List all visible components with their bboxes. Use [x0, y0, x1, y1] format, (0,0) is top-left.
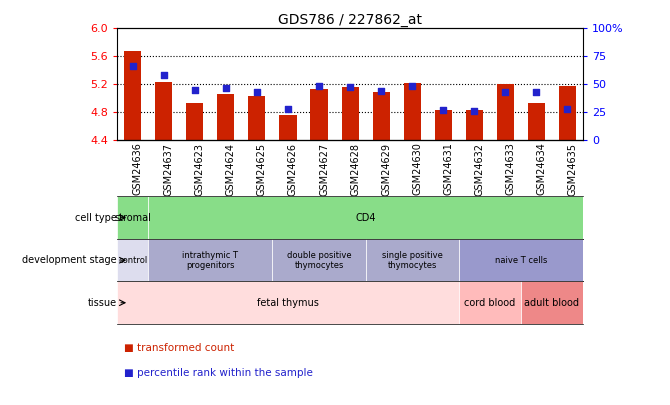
Text: GSM24637: GSM24637	[163, 143, 174, 196]
Text: GSM24636: GSM24636	[133, 143, 143, 196]
Bar	[466, 110, 483, 140]
Text: GSM24634: GSM24634	[537, 143, 546, 196]
Point	[407, 83, 417, 90]
Text: GSM24624: GSM24624	[226, 143, 236, 196]
Point	[469, 107, 480, 114]
Bar	[459, 239, 583, 281]
Text: double positive
thymocytes: double positive thymocytes	[287, 251, 351, 270]
Bar	[559, 86, 576, 140]
Text: GSM24635: GSM24635	[567, 143, 578, 196]
Point	[562, 105, 573, 112]
Text: intrathymic T
progenitors: intrathymic T progenitors	[182, 251, 239, 270]
Point	[376, 87, 387, 94]
Bar	[273, 239, 366, 281]
Bar	[186, 103, 204, 140]
Text: cord blood: cord blood	[464, 298, 515, 308]
Bar	[249, 96, 265, 140]
Bar	[124, 51, 141, 140]
Text: GSM24630: GSM24630	[412, 143, 422, 196]
Text: GSM24629: GSM24629	[381, 143, 391, 196]
Text: GSM24633: GSM24633	[505, 143, 515, 196]
Text: single positive
thymocytes: single positive thymocytes	[382, 251, 443, 270]
Text: cell type: cell type	[75, 213, 117, 223]
Text: GSM24626: GSM24626	[288, 143, 298, 196]
Bar	[459, 281, 521, 324]
Point	[531, 89, 542, 95]
Text: GSM24623: GSM24623	[195, 143, 205, 196]
Title: GDS786 / 227862_at: GDS786 / 227862_at	[278, 13, 422, 27]
Point	[220, 85, 231, 92]
Text: CD4: CD4	[355, 213, 376, 223]
Text: naive T cells: naive T cells	[494, 256, 547, 265]
Text: GSM24628: GSM24628	[350, 143, 360, 196]
Text: fetal thymus: fetal thymus	[257, 298, 319, 308]
Bar	[496, 84, 514, 140]
Bar	[117, 239, 148, 281]
Bar	[117, 281, 459, 324]
Point	[158, 72, 169, 79]
Point	[500, 89, 511, 95]
Bar	[217, 94, 234, 140]
Bar	[435, 110, 452, 140]
Point	[252, 89, 263, 95]
Text: GSM24631: GSM24631	[444, 143, 453, 196]
Text: ■ transformed count: ■ transformed count	[124, 343, 234, 353]
Text: tissue: tissue	[88, 298, 117, 308]
Point	[127, 63, 138, 70]
Point	[314, 83, 324, 90]
Text: GSM24625: GSM24625	[257, 143, 267, 196]
Bar	[310, 89, 328, 140]
Text: GSM24627: GSM24627	[319, 143, 329, 196]
Bar	[279, 115, 297, 140]
Bar	[117, 196, 148, 239]
Point	[190, 86, 200, 93]
Bar	[521, 281, 583, 324]
Text: stromal: stromal	[115, 213, 151, 223]
Text: GSM24632: GSM24632	[474, 143, 484, 196]
Point	[438, 107, 449, 113]
Text: ■ percentile rank within the sample: ■ percentile rank within the sample	[124, 368, 313, 377]
Text: development stage: development stage	[22, 255, 117, 265]
Bar	[366, 239, 459, 281]
Bar	[342, 87, 358, 140]
Bar	[155, 82, 172, 140]
Point	[345, 84, 356, 91]
Bar	[148, 239, 273, 281]
Text: adult blood: adult blood	[525, 298, 580, 308]
Bar	[373, 92, 390, 140]
Point	[283, 105, 293, 112]
Text: control: control	[118, 256, 147, 265]
Bar	[403, 83, 421, 140]
Bar	[528, 103, 545, 140]
